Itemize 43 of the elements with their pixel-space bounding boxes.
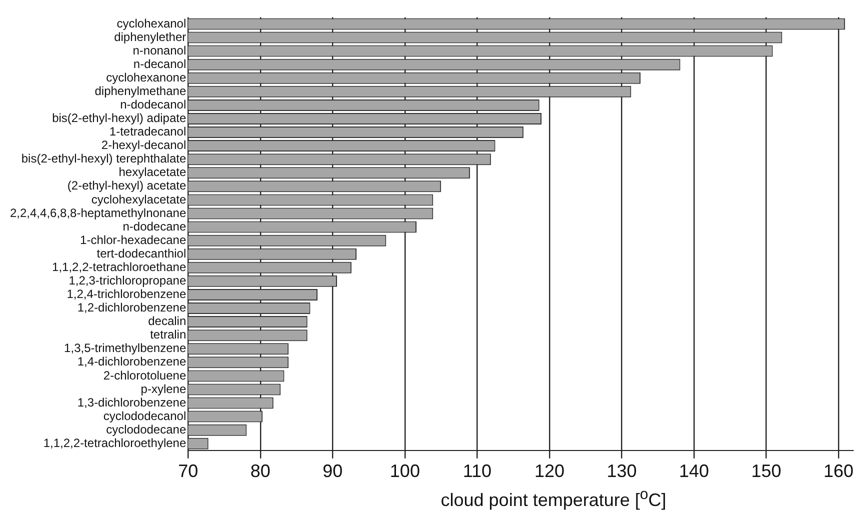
- x-tick-label: 80: [250, 461, 270, 482]
- y-tick-label: n-decanol: [133, 56, 186, 71]
- y-tick-label: 1,2,4-trichlorobenzene: [66, 287, 186, 302]
- x-tick-label: 110: [462, 461, 492, 482]
- y-tick-label: 2-chlorotoluene: [103, 368, 186, 382]
- y-tick-label: 1,3-dichlorobenzene: [77, 395, 186, 410]
- x-tick-label: 100: [390, 461, 420, 482]
- y-tick-label: cyclododecane: [106, 422, 186, 436]
- y-tick-label: n-dodecanol: [120, 98, 186, 112]
- y-tick-label: cyclohexylacetate: [91, 192, 186, 206]
- y-tick-label: 1,1,2,2-tetrachloroethylene: [43, 436, 186, 450]
- y-tick-label: 2-hexyl-decanol: [101, 138, 186, 152]
- y-tick-label: cyclododecanol: [103, 408, 186, 423]
- x-axis-title: cloud point temperature [$^{o}$C]: [440, 486, 668, 511]
- x-tick-label: 160: [824, 461, 854, 482]
- y-tick-label: cyclohexanol: [116, 16, 186, 30]
- y-tick-label: 1,2,3-trichloropropane: [68, 273, 186, 288]
- y-tick-label: bis(2-ethyl-hexyl) adipate: [52, 111, 186, 126]
- y-tick-label: diphenylether: [114, 30, 186, 44]
- y-tick-label: 1-chlor-hexadecane: [80, 232, 186, 247]
- y-tick-label: hexylacetate: [118, 165, 186, 180]
- x-tick-label: 150: [751, 461, 782, 482]
- y-tick-label: n-nonanol: [132, 43, 186, 58]
- y-tick-label: 1,2-dichlorobenzene: [77, 300, 186, 315]
- y-tick-label: 1,4-dichlorobenzene: [77, 354, 186, 369]
- y-tick-label: 2,2,4,4,6,8,8-heptamethylnonane: [10, 206, 186, 220]
- y-tick-label: (2-ethyl-hexyl) acetate: [67, 178, 186, 193]
- y-tick-label: bis(2-ethyl-hexyl) terephthalate: [21, 152, 186, 166]
- y-tick-label: 1,1,2,2-tetrachloroethane: [52, 260, 186, 274]
- y-tick-label: tetralin: [150, 328, 186, 342]
- y-tick-label: 1,3,5-trimethylbenzene: [64, 341, 186, 356]
- x-tick-label: 140: [678, 461, 710, 482]
- x-tick-label: 90: [322, 461, 343, 482]
- y-tick-label: tert-dodecanthiol: [96, 246, 186, 260]
- y-tick-label: 1-tetradecanol: [109, 124, 186, 139]
- y-tick-label: cyclohexanone: [106, 70, 186, 84]
- y-tick-label: diphenylmethane: [94, 84, 186, 98]
- y-tick-label: decalin: [148, 314, 186, 328]
- y-tick-label: p-xylene: [140, 382, 186, 396]
- x-tick-label: 130: [606, 461, 637, 482]
- y-tick-label: n-dodecane: [122, 219, 186, 234]
- x-tick-label: 70: [178, 461, 198, 482]
- x-tick-label: 120: [534, 461, 564, 482]
